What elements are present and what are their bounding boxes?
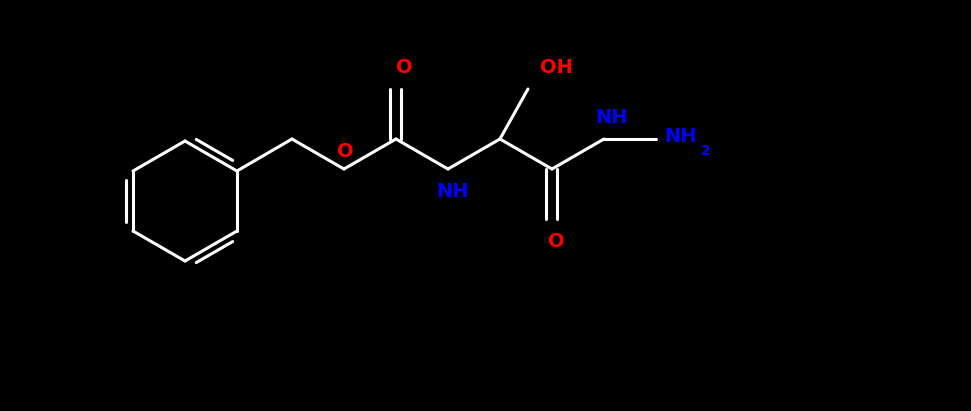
Text: NH: NH (596, 108, 628, 127)
Text: O: O (395, 58, 413, 76)
Text: O: O (337, 141, 353, 161)
Text: NH: NH (437, 182, 469, 201)
Text: O: O (548, 231, 564, 250)
Text: NH: NH (664, 127, 696, 145)
Text: 2: 2 (701, 144, 711, 158)
Text: OH: OH (540, 58, 572, 76)
